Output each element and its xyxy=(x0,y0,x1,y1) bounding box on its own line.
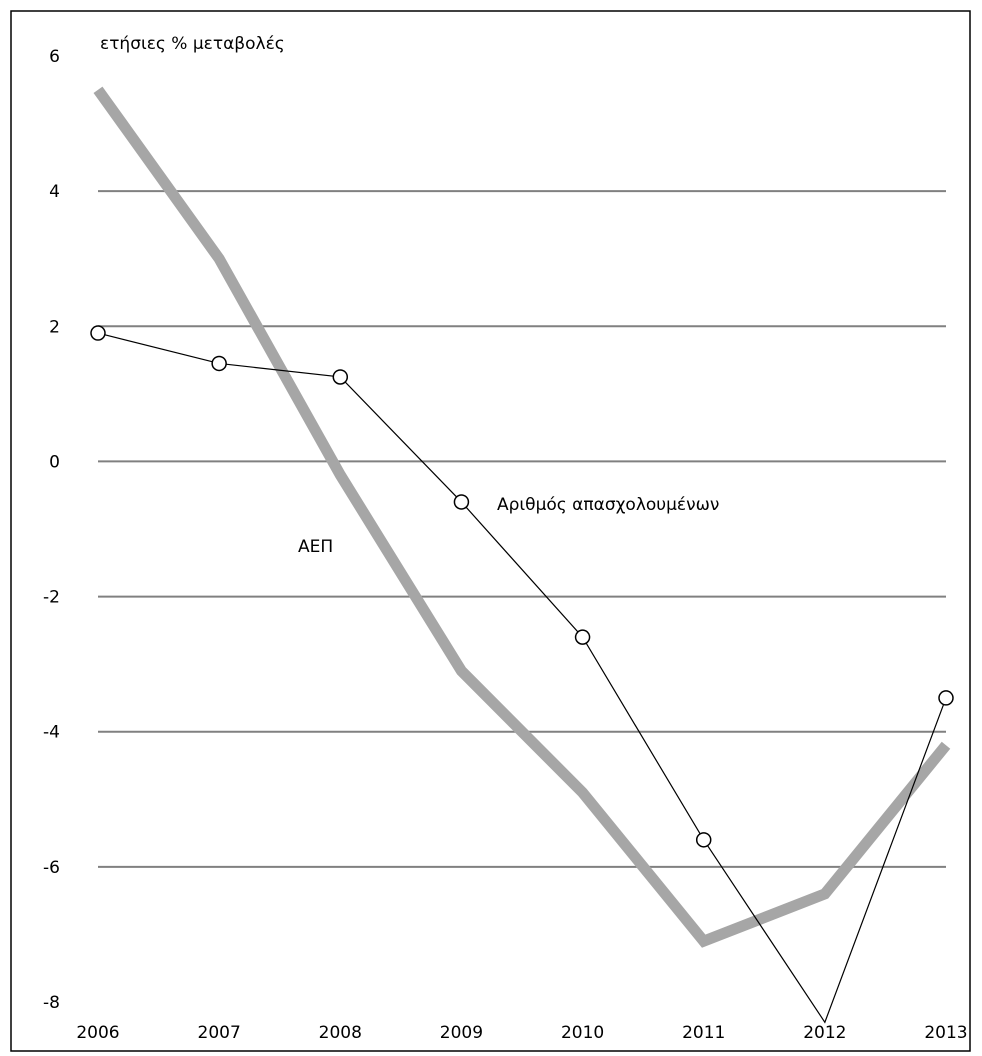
x-tick-label: 2008 xyxy=(319,1023,362,1043)
y-axis-title: ετήσιες % μεταβολές xyxy=(100,34,285,54)
y-tick-label: -2 xyxy=(43,588,60,608)
x-tick-label: 2009 xyxy=(440,1023,483,1043)
y-tick-label: -6 xyxy=(43,858,60,878)
y-tick-label: 4 xyxy=(49,182,60,202)
y-tick-label: 2 xyxy=(49,317,60,337)
data-point-employment xyxy=(332,369,349,385)
series-line-gdp xyxy=(93,86,951,948)
series-label-employment: Αριθμός απασχολουμένων xyxy=(497,495,719,515)
series-group xyxy=(90,86,954,1024)
x-tick-label: 2010 xyxy=(561,1023,604,1043)
data-point-employment xyxy=(211,355,227,372)
x-tick-label: 2011 xyxy=(682,1023,725,1043)
y-axis-ticks: 6 4 2 0 -2 -4 -6 -8 xyxy=(43,47,60,1013)
data-point-employment xyxy=(453,494,470,510)
series-label-gdp: ΑΕΠ xyxy=(298,537,333,557)
data-point-employment xyxy=(574,629,591,645)
y-tick-label: 0 xyxy=(49,452,60,472)
y-tick-label: -8 xyxy=(43,993,60,1013)
x-tick-label: 2012 xyxy=(803,1023,846,1043)
x-tick-label: 2006 xyxy=(76,1023,119,1043)
data-point-employment xyxy=(695,832,712,848)
y-tick-label: 6 xyxy=(49,47,60,67)
x-tick-label: 2007 xyxy=(198,1023,241,1043)
data-point-employment xyxy=(90,325,106,341)
x-tick-label: 2013 xyxy=(924,1023,967,1043)
y-tick-label: -4 xyxy=(43,723,60,743)
x-axis-ticks: 2006 2007 2008 2009 2010 2011 2012 2013 xyxy=(76,1023,967,1043)
series-line-employment xyxy=(97,332,947,1024)
data-point-employment xyxy=(938,690,954,706)
